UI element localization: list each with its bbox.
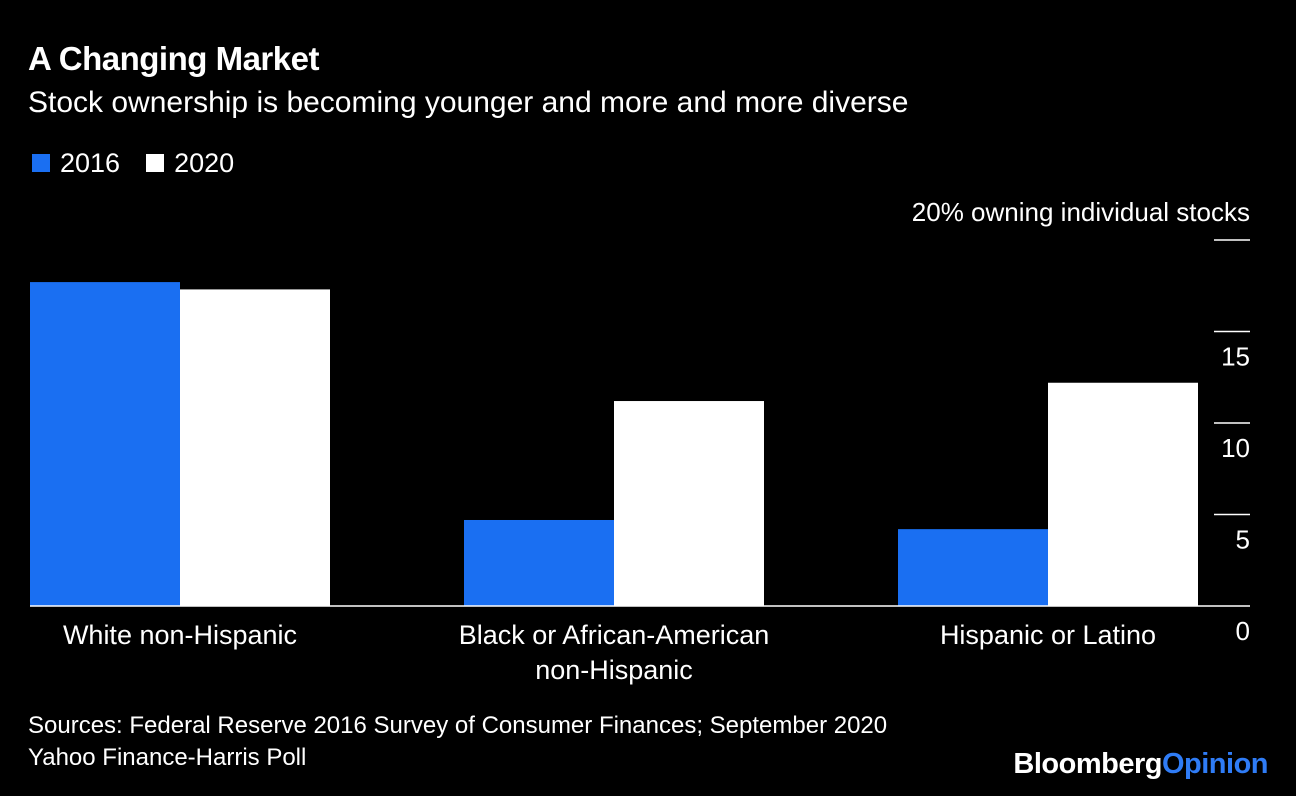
x-tick-label-line: Hispanic or Latino bbox=[940, 620, 1156, 650]
bar-2020-black-or-african-american-non-hispanic bbox=[614, 401, 764, 606]
y-axis: 20% owning individual stocks 15 10 5 0 bbox=[912, 197, 1250, 646]
legend: 2016 2020 bbox=[32, 148, 260, 178]
legend-label-2016: 2016 bbox=[60, 148, 121, 178]
bar-2020-hispanic-or-latino bbox=[1048, 382, 1198, 606]
x-tick-label-line: Black or African-American bbox=[459, 620, 770, 650]
brand-part-bloomberg: Bloomberg bbox=[1013, 748, 1162, 780]
bar-2016-black-or-african-american-non-hispanic bbox=[464, 519, 614, 606]
y-tick-label-15: 15 bbox=[1221, 342, 1250, 372]
legend-item-2020: 2020 bbox=[146, 148, 234, 178]
legend-item-2016: 2016 bbox=[32, 148, 120, 178]
source-line-1: Sources: Federal Reserve 2016 Survey of … bbox=[28, 712, 888, 739]
y-tick-label-5: 5 bbox=[1236, 525, 1250, 555]
chart-subtitle: Stock ownership is becoming younger and … bbox=[28, 86, 909, 119]
x-tick-label: Black or African-American non-Hispanic bbox=[459, 620, 770, 685]
x-axis: White non-Hispanic Black or African-Ameri… bbox=[30, 605, 1250, 685]
x-tick-label-line: White non-Hispanic bbox=[63, 620, 297, 650]
bar-2020-white-non-hispanic bbox=[180, 289, 330, 606]
y-tick-label-0: 0 bbox=[1236, 616, 1250, 646]
legend-swatch-2020 bbox=[146, 154, 165, 172]
bar-2016-white-non-hispanic bbox=[30, 282, 180, 606]
x-tick-label-line: non-Hispanic bbox=[535, 655, 693, 685]
source-note: Sources: Federal Reserve 2016 Survey of … bbox=[28, 710, 1078, 774]
y-tick-label-10: 10 bbox=[1221, 433, 1250, 463]
brand-logo: BloombergOpinion bbox=[1013, 748, 1268, 781]
bar-2016-hispanic-or-latino bbox=[898, 529, 1048, 606]
y-axis-label: 20% owning individual stocks bbox=[912, 197, 1250, 227]
legend-label-2020: 2020 bbox=[174, 148, 235, 178]
brand-part-opinion: Opinion bbox=[1161, 748, 1269, 780]
x-tick-label: White non-Hispanic bbox=[63, 620, 297, 650]
chart-title: A Changing Market bbox=[28, 40, 319, 77]
bars-group bbox=[30, 282, 1198, 606]
legend-swatch-2016 bbox=[32, 154, 50, 172]
source-line-2: Yahoo Finance-Harris Poll bbox=[28, 744, 307, 771]
x-tick-label: Hispanic or Latino bbox=[940, 620, 1156, 650]
